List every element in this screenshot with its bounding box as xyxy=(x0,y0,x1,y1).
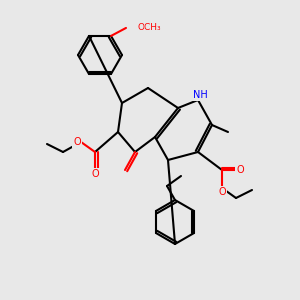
Text: O: O xyxy=(218,187,226,197)
Text: O: O xyxy=(236,165,244,175)
Text: OCH₃: OCH₃ xyxy=(138,23,162,32)
Text: O: O xyxy=(73,137,81,147)
Text: NH: NH xyxy=(193,90,207,100)
Text: O: O xyxy=(91,169,99,179)
